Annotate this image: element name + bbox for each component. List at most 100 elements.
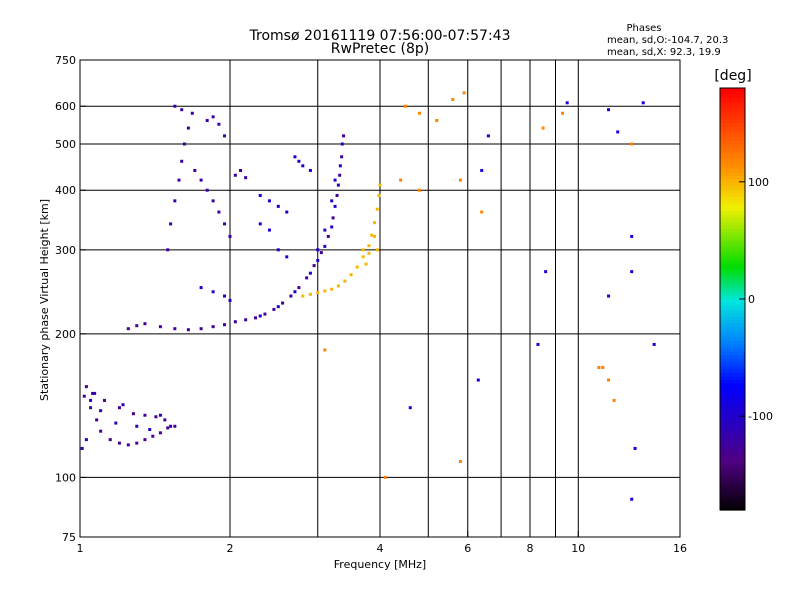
colorbar-segment [720, 397, 745, 402]
data-point [158, 325, 162, 329]
colorbar-segment [720, 249, 745, 254]
colorbar-segment [720, 232, 745, 237]
colorbar-segment [720, 225, 745, 230]
data-point [148, 428, 152, 432]
data-point [244, 318, 248, 322]
data-point [316, 248, 320, 252]
colorbar-segment [720, 474, 745, 479]
data-point [462, 91, 466, 95]
colorbar-segment [720, 429, 745, 434]
data-point [343, 279, 347, 283]
data-point [103, 398, 107, 402]
colorbar-segment [720, 130, 745, 135]
data-point [82, 394, 86, 398]
data-point [253, 316, 257, 320]
data-point [108, 438, 112, 442]
data-point [173, 199, 177, 203]
data-point [361, 248, 365, 252]
colorbar-segment [720, 323, 745, 328]
data-point [276, 305, 280, 309]
data-point [323, 244, 327, 248]
x-tick-label: 8 [527, 542, 534, 555]
colorbar-segment [720, 288, 745, 293]
data-point [323, 348, 327, 352]
data-point [607, 378, 611, 382]
colorbar-segment [720, 411, 745, 416]
data-point [378, 183, 382, 187]
colorbar-segment [720, 418, 745, 423]
data-points [80, 91, 656, 501]
colorbar-segment [720, 98, 745, 103]
data-point [182, 142, 186, 146]
data-point [480, 168, 484, 172]
data-point [117, 441, 121, 445]
data-point [399, 178, 403, 182]
colorbar-label: [deg] [714, 68, 751, 84]
colorbar-segment [720, 415, 745, 420]
data-point [652, 342, 656, 346]
data-point [143, 438, 147, 442]
data-point [190, 111, 194, 115]
colorbar-segment [720, 253, 745, 258]
data-point [143, 413, 147, 417]
colorbar-segment [720, 179, 745, 184]
data-point [607, 108, 611, 112]
colorbar-segment [720, 186, 745, 191]
data-point [211, 290, 215, 294]
y-tick-labels: 75 100 200 300 400 500 600 750 [55, 54, 76, 544]
data-point [377, 193, 381, 197]
data-point [308, 292, 312, 296]
colorbar-segment [720, 320, 745, 325]
colorbar-segment [720, 281, 745, 286]
colorbar-segment [720, 446, 745, 451]
y-tick-label: 300 [55, 244, 76, 257]
colorbar-segment [720, 372, 745, 377]
colorbar-segment [720, 95, 745, 100]
data-point [373, 221, 377, 225]
colorbar-segment [720, 330, 745, 335]
colorbar-segment [720, 267, 745, 272]
colorbar-segment [720, 91, 745, 96]
colorbar-segment [720, 443, 745, 448]
data-point [333, 204, 337, 208]
data-point [173, 104, 177, 108]
data-point [177, 178, 181, 182]
data-point [367, 251, 371, 255]
data-point [211, 115, 215, 119]
colorbar-segment [720, 263, 745, 268]
colorbar-segment [720, 358, 745, 363]
colorbar-segment [720, 369, 745, 374]
data-point [95, 418, 99, 422]
phases-o-line: mean, sd,O:-104.7, 20.3 [607, 35, 728, 46]
data-point [121, 403, 125, 407]
data-point [355, 265, 359, 269]
data-point [223, 222, 227, 226]
grid-lines [80, 60, 680, 537]
data-point [333, 178, 337, 182]
data-point [211, 199, 215, 203]
plot-frame [79, 59, 681, 538]
colorbar-segment [720, 302, 745, 307]
colorbar-segment [720, 189, 745, 195]
y-tick-label: 500 [55, 138, 76, 151]
data-point [173, 327, 177, 331]
data-point [158, 431, 162, 435]
data-point [601, 365, 605, 369]
colorbar-segment [720, 112, 745, 117]
colorbar-segment [720, 246, 745, 251]
data-point [612, 398, 616, 402]
data-point [633, 446, 637, 450]
data-point [276, 204, 280, 208]
data-point [205, 188, 209, 192]
colorbar-segment [720, 478, 745, 483]
colorbar-segment [720, 182, 745, 188]
data-point [331, 216, 335, 220]
data-point [297, 286, 301, 290]
colorbar-segment [720, 126, 745, 131]
data-point [135, 324, 139, 328]
colorbar-segment [720, 425, 745, 430]
colorbar-segment [720, 432, 745, 437]
data-point [233, 173, 237, 177]
data-point [151, 434, 155, 438]
colorbar-segment [720, 242, 745, 247]
